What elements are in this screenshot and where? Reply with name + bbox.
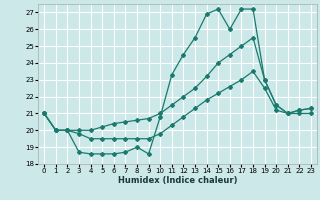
X-axis label: Humidex (Indice chaleur): Humidex (Indice chaleur) xyxy=(118,176,237,185)
